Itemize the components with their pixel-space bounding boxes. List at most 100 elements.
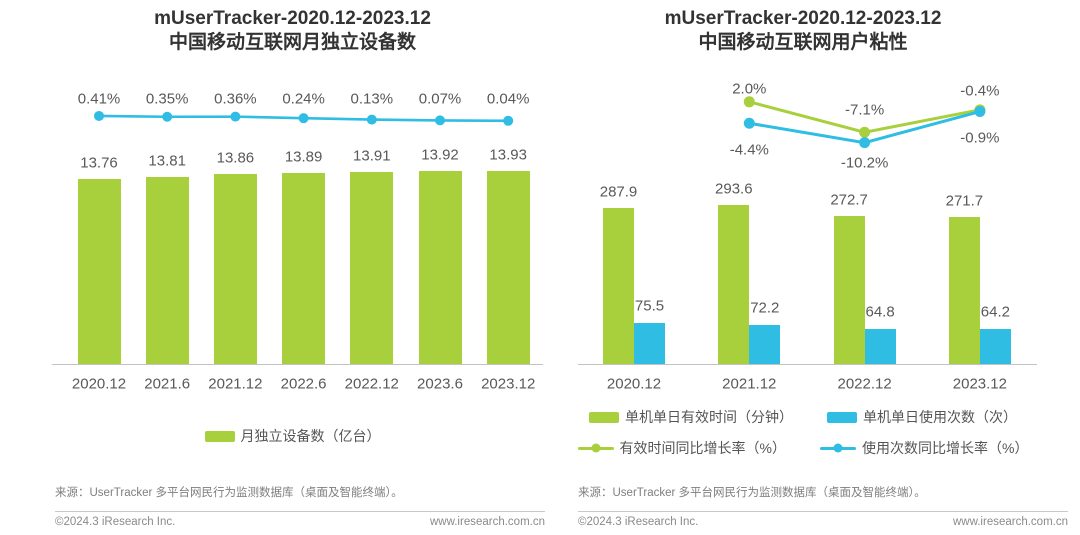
bar-swatch-green-icon xyxy=(589,411,619,423)
x-tick-label: 2022.6 xyxy=(280,375,327,393)
bar-usage-count xyxy=(864,328,896,364)
bar-value-label: 13.76 xyxy=(80,154,118,172)
chart-title-left-line2: 中国移动互联网月独立设备数 xyxy=(168,32,416,53)
legend-label: 单机单日有效时间（分钟） xyxy=(625,409,793,425)
legend-left: 月独立设备数（亿台） xyxy=(40,426,545,446)
data-point xyxy=(366,114,377,125)
bar-usage-count xyxy=(749,324,781,364)
bar-value-label: 13.93 xyxy=(489,146,527,164)
growth-rate-label: -10.2% xyxy=(840,154,889,172)
chart-title-left-line1: mUserTracker-2020.12-2023.12 xyxy=(154,8,431,29)
growth-rate-label: 0.41% xyxy=(77,90,121,108)
bar-value-label: 64.8 xyxy=(865,303,895,321)
legend-item-usage-count: 单机单日使用次数（次） xyxy=(827,407,1017,427)
growth-rate-label: -0.4% xyxy=(960,82,1000,100)
data-point xyxy=(503,115,514,126)
data-point xyxy=(743,117,755,129)
data-point xyxy=(974,106,986,118)
footer-right: 来源：UserTracker 多平台网民行为监测数据库（桌面及智能终端）。 ©2… xyxy=(578,486,1068,528)
bar-monthly-devices xyxy=(350,171,394,364)
chart-title-left: mUserTracker-2020.12-2023.12 中国移动互联网月独立设… xyxy=(35,7,550,55)
bar-effective-time xyxy=(603,208,634,364)
footer-divider xyxy=(55,511,545,512)
growth-rate-label: 0.13% xyxy=(350,90,394,108)
legend-item-count-growth-rate: 使用次数同比增长率（%） xyxy=(820,438,1028,458)
trend-line xyxy=(98,114,509,123)
data-point xyxy=(435,115,445,126)
legend-label: 单机单日使用次数（次） xyxy=(863,409,1017,425)
legend-label: 有效时间同比增长率（%） xyxy=(619,440,786,456)
growth-rate-label: 0.35% xyxy=(145,90,189,108)
x-tick-label: 2023.6 xyxy=(417,375,463,393)
legend-label: 月独立设备数（亿台） xyxy=(240,428,381,444)
source-note: 来源：UserTracker 多平台网民行为监测数据库（桌面及智能终端）。 xyxy=(578,487,926,499)
growth-rate-label: -0.9% xyxy=(960,129,1000,147)
x-axis-left xyxy=(52,364,543,365)
data-point xyxy=(974,104,986,116)
bar-effective-time xyxy=(718,204,750,364)
bar-monthly-devices xyxy=(282,172,326,364)
data-point xyxy=(859,126,871,138)
x-axis-right xyxy=(578,364,1037,365)
bar-monthly-devices xyxy=(145,176,189,364)
legend-item-monthly-devices: 月独立设备数（亿台） xyxy=(204,426,381,446)
growth-rate-label: -7.1% xyxy=(845,101,885,119)
x-tick-label: 2020.12 xyxy=(71,375,127,393)
website-link[interactable]: www.iresearch.com.cn xyxy=(952,516,1068,528)
footer-divider xyxy=(578,511,1068,512)
growth-rate-label: 0.36% xyxy=(214,90,257,108)
bar-value-label: 271.7 xyxy=(945,192,984,210)
bar-value-label: 72.2 xyxy=(750,299,780,317)
x-tick-label: 2020.12 xyxy=(606,375,662,393)
bar-monthly-devices xyxy=(486,171,530,364)
growth-rate-label: 0.07% xyxy=(418,90,462,108)
bar-value-label: 75.5 xyxy=(634,297,665,315)
legend-right: 单机单日有效时间（分钟） 单机单日使用次数（次） 有效时间同比增长率（%） 使用… xyxy=(563,407,1043,469)
bar-value-label: 13.91 xyxy=(353,147,391,165)
data-point xyxy=(298,113,309,124)
x-tick-label: 2022.12 xyxy=(344,375,399,393)
growth-rate-label: -4.4% xyxy=(729,141,769,159)
bar-monthly-devices xyxy=(213,174,257,364)
data-point xyxy=(743,96,755,108)
bar-usage-count xyxy=(634,323,665,364)
footer-left: 来源：UserTracker 多平台网民行为监测数据库（桌面及智能终端）。 ©2… xyxy=(55,486,545,528)
line-marker-blue-icon xyxy=(820,443,856,453)
bar-swatch-green-icon xyxy=(204,430,235,442)
growth-rate-label: 2.0% xyxy=(732,80,767,98)
bar-value-label: 287.9 xyxy=(599,183,638,201)
bar-swatch-blue-icon xyxy=(827,411,857,423)
chart-title-right-line2: 中国移动互联网用户粘性 xyxy=(698,32,908,53)
bar-value-label: 64.2 xyxy=(980,303,1010,321)
bar-value-label: 272.7 xyxy=(830,191,868,209)
chart-title-right: mUserTracker-2020.12-2023.12 中国移动互联网用户粘性 xyxy=(563,7,1043,55)
bar-value-label: 13.89 xyxy=(284,148,323,166)
bar-usage-count xyxy=(979,329,1011,364)
legend-label: 使用次数同比增长率（%） xyxy=(862,440,1029,456)
bar-value-label: 293.6 xyxy=(715,180,753,198)
x-tick-label: 2022.12 xyxy=(837,375,892,393)
bar-value-label: 13.92 xyxy=(421,146,459,164)
x-tick-label: 2021.12 xyxy=(722,375,777,393)
copyright-text: ©2024.3 iResearch Inc. xyxy=(55,516,176,528)
data-point xyxy=(859,137,871,149)
data-point xyxy=(162,111,173,122)
x-tick-label: 2023.12 xyxy=(481,375,536,393)
bar-value-label: 13.81 xyxy=(148,152,186,170)
bar-effective-time xyxy=(833,216,865,364)
bar-value-label: 13.86 xyxy=(216,149,255,167)
x-tick-label: 2023.12 xyxy=(952,375,1008,393)
website-link[interactable]: www.iresearch.com.cn xyxy=(429,516,545,528)
bar-effective-time xyxy=(948,216,980,364)
x-tick-label: 2021.12 xyxy=(208,375,263,393)
bar-monthly-devices xyxy=(418,171,462,364)
line-marker-green-icon xyxy=(577,443,614,453)
data-point xyxy=(94,110,104,121)
bar-monthly-devices xyxy=(77,179,121,364)
copyright-text: ©2024.3 iResearch Inc. xyxy=(578,516,699,528)
chart-title-right-line1: mUserTracker-2020.12-2023.12 xyxy=(664,8,942,29)
growth-rate-label: 0.24% xyxy=(282,90,325,108)
x-tick-label: 2021.6 xyxy=(144,375,191,393)
source-note: 来源：UserTracker 多平台网民行为监测数据库（桌面及智能终端）。 xyxy=(55,487,403,499)
